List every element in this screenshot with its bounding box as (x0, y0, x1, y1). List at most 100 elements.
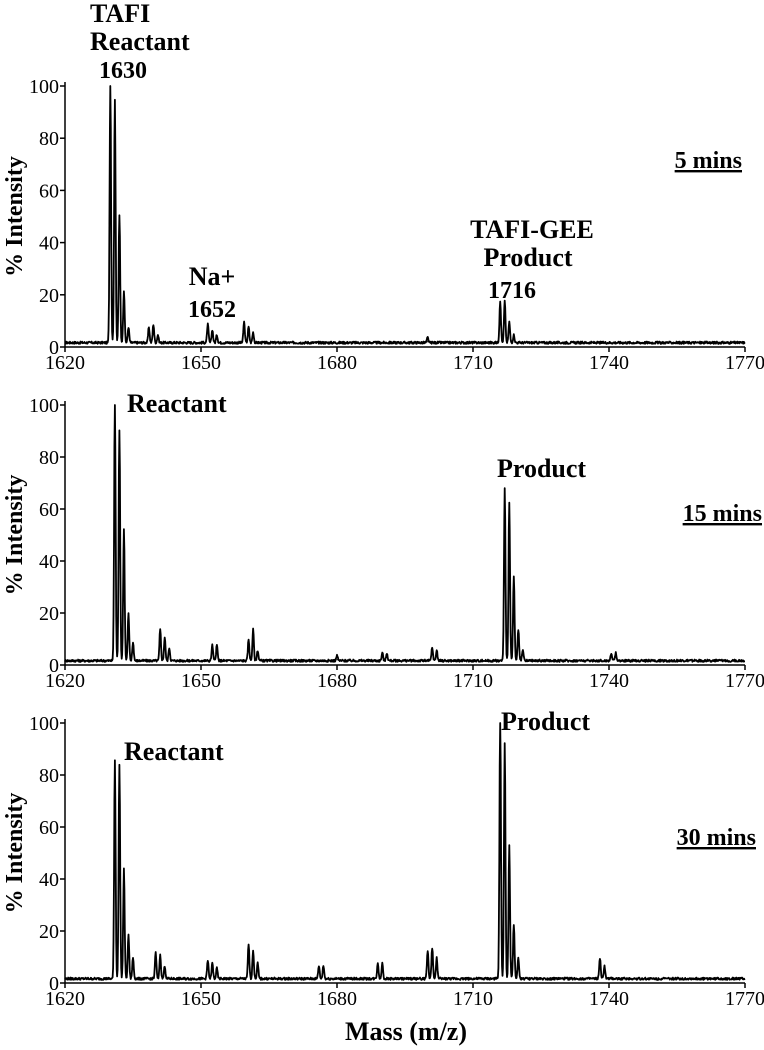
y-tick-label: 100 (29, 713, 59, 735)
peak-point (508, 849, 510, 852)
spectrum-trace (64, 404, 746, 663)
peak-point (109, 85, 111, 87)
peak-point (118, 218, 120, 220)
x-tick-label: 1650 (181, 988, 221, 1010)
peak-point (436, 654, 438, 656)
x-tick-label: 1650 (181, 352, 221, 374)
peak-point (252, 335, 254, 338)
peak-annotation: TAFI (90, 0, 150, 28)
time-label: 30 mins (677, 825, 756, 851)
peak-point (257, 966, 259, 969)
y-tick-label: 0 (49, 973, 59, 995)
x-tick-label: 1710 (453, 670, 493, 692)
peak-point (216, 972, 218, 974)
y-tick-label: 40 (39, 551, 59, 573)
peak-point (159, 633, 161, 635)
peak-point (207, 964, 209, 966)
x-tick-label: 1770 (725, 352, 764, 374)
peak-point (211, 966, 213, 969)
peak-point (436, 961, 438, 963)
peak-point (248, 643, 250, 645)
peak-point (132, 961, 134, 963)
x-tick-label: 1740 (589, 670, 629, 692)
panel-15-mins: 0 20 40 60 80 100 1620 1650 1680 1710 1740 1770 % In… (2, 389, 764, 692)
peak-annotation: Reactant (124, 737, 224, 766)
peak-annotation: Product (483, 243, 572, 272)
y-tick-label: 60 (39, 817, 59, 839)
peak-annotation: Reactant (90, 27, 190, 56)
peak-point (603, 969, 606, 971)
y-tick-label: 80 (39, 447, 59, 469)
y-tick-label: 100 (29, 395, 59, 417)
peak-point (123, 531, 125, 534)
peak-point (164, 641, 166, 643)
x-tick-label: 1770 (725, 670, 764, 692)
peak-annotation: Product (497, 454, 586, 483)
peak-point (499, 722, 501, 724)
panel-5-mins: 0 20 40 60 80 100 1620 1650 1680 1710 1740 1770 % In… (2, 0, 764, 374)
peak-point (211, 648, 213, 651)
x-tick-label: 1620 (45, 352, 85, 374)
peak-point (599, 961, 601, 963)
y-tick-label: 40 (39, 233, 59, 255)
peak-point (322, 969, 324, 971)
peak-point (216, 648, 218, 651)
peak-annotation: 1652 (188, 297, 236, 323)
peak-point (513, 581, 515, 583)
spectrum-trace (64, 85, 746, 345)
peak-point (168, 651, 170, 653)
peak-point (427, 341, 429, 343)
x-tick-label: 1620 (45, 670, 85, 692)
peak-point (508, 325, 510, 327)
spectrum-trace (64, 722, 746, 981)
peak-point (504, 492, 506, 494)
peak-point (336, 659, 338, 661)
y-axis-label: % Intensity (2, 475, 28, 596)
x-tick-label: 1710 (453, 352, 493, 374)
peak-point (517, 961, 519, 963)
y-tick-label: 60 (39, 180, 59, 202)
peak-point (508, 505, 510, 507)
peak-point (216, 338, 218, 340)
x-tick-label: 1770 (725, 988, 764, 1010)
peak-point (248, 330, 250, 332)
time-label: 5 mins (675, 148, 742, 174)
x-axis-label: Mass (m/z) (345, 1017, 467, 1046)
peak-point (114, 764, 116, 766)
peak-annotation: Product (501, 707, 590, 736)
peak-point (252, 633, 254, 635)
peak-point (211, 333, 213, 335)
x-tick-label: 1680 (317, 670, 357, 692)
peak-point (381, 656, 383, 658)
peak-point (207, 328, 209, 330)
x-tick-label: 1680 (317, 988, 357, 1010)
peak-annotation: Na+ (189, 262, 236, 291)
peak-point (127, 617, 130, 619)
peak-point (252, 953, 254, 956)
peak-annotation: TAFI-GEE (470, 215, 594, 244)
y-tick-label: 60 (39, 499, 59, 521)
peak-point (157, 338, 159, 340)
peak-point (159, 959, 161, 961)
x-tick-label: 1710 (453, 988, 493, 1010)
x-tick-label: 1650 (181, 670, 221, 692)
peak-point (517, 633, 519, 635)
x-tick-label: 1680 (317, 352, 357, 374)
peak-point (610, 656, 612, 658)
peak-point (431, 951, 433, 953)
peak-point (427, 953, 429, 956)
peak-point (155, 956, 157, 958)
peak-point (123, 873, 125, 875)
peak-annotation: Reactant (127, 389, 227, 418)
peak-point (164, 969, 166, 971)
time-label: 15 mins (683, 501, 762, 527)
peak-point (513, 927, 515, 930)
peak-point (504, 745, 506, 748)
y-tick-label: 0 (49, 337, 59, 359)
peak-point (123, 294, 125, 296)
peak-annotation: 1716 (488, 278, 536, 304)
peak-point (152, 328, 154, 330)
y-tick-label: 40 (39, 869, 59, 891)
y-tick-label: 80 (39, 765, 59, 787)
